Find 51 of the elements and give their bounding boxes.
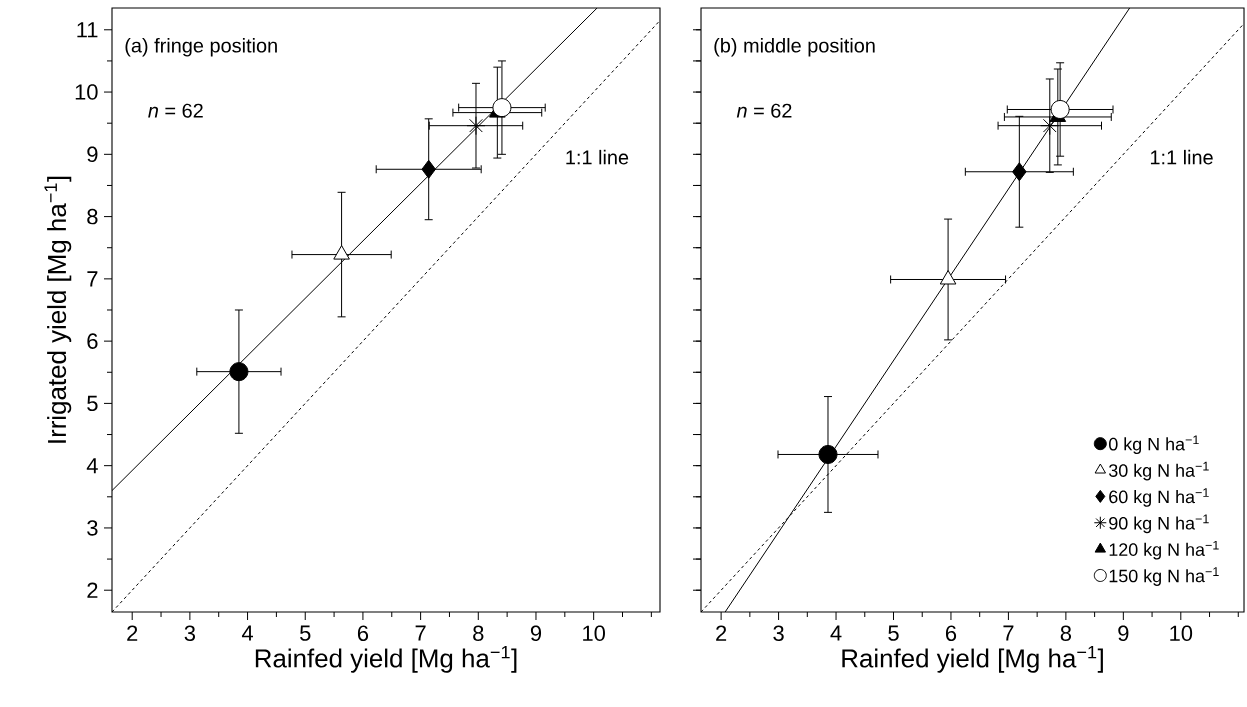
legend-label: 60 kg N ha$^{−1}$ <box>1109 488 1209 507</box>
y-tick-label: 4 <box>86 458 98 474</box>
legend-label: 150 kg N ha$^{−1}$ <box>1109 567 1219 586</box>
legend-label: 90 kg N ha$^{−1}$ <box>1109 514 1209 534</box>
annotation: 1:1 line <box>1150 149 1213 165</box>
point <box>818 444 838 464</box>
x-tick-label: 8 <box>1060 625 1072 642</box>
x-tick-label: 5 <box>300 625 311 641</box>
x-tick-label: 7 <box>1003 625 1014 641</box>
y-tick-label: 11 <box>77 22 98 38</box>
annotation: n = 62 <box>736 103 792 118</box>
y-tick-label: 9 <box>87 146 98 163</box>
y-tick-label: 10 <box>75 84 98 100</box>
x-tick-label: 7 <box>415 625 426 641</box>
point <box>1050 99 1070 119</box>
x-tick-label: 9 <box>530 625 542 642</box>
x-tick-label: 4 <box>830 625 842 641</box>
point <box>1012 162 1027 182</box>
x-tick-label: 10 <box>583 625 605 642</box>
legend-label: 0 kg N ha$^{−1}$ <box>1109 435 1199 455</box>
x-tick-label: 8 <box>473 625 484 642</box>
legend-label: 120 kg N ha$^{−1}$ <box>1109 540 1219 560</box>
annotation: n = 62 <box>148 103 203 118</box>
y-tick-label: 5 <box>87 395 98 412</box>
x-axis-title: Rainfed yield [Mg ha$^{−1}$] <box>842 645 1103 673</box>
x-tick-label: 4 <box>241 625 254 641</box>
point <box>466 116 486 136</box>
x-tick-label: 6 <box>357 625 369 642</box>
x-tick-label: 2 <box>716 625 727 641</box>
annotation: 1:1 line <box>566 149 629 165</box>
x-tick-label: 3 <box>184 625 196 642</box>
point <box>229 362 249 382</box>
legend-label: 30 kg N ha$^{−1}$ <box>1108 461 1209 481</box>
x-tick-label: 5 <box>888 625 899 641</box>
x-axis-title: Rainfed yield [Mg ha$^{−1}$] <box>255 645 517 673</box>
x-tick-label: 10 <box>1170 625 1193 642</box>
x-tick-label: 2 <box>127 625 138 641</box>
y-tick-label: 2 <box>87 582 98 598</box>
x-tick-label: 9 <box>1118 625 1129 642</box>
y-axis-title: Irrigated yield [Mg ha$^{−1}$] <box>44 176 72 443</box>
point <box>1040 116 1060 136</box>
y-tick-label: 8 <box>87 208 98 225</box>
y-tick-label: 7 <box>87 271 98 287</box>
text: (b) middle position <box>714 37 875 57</box>
point <box>492 98 512 118</box>
y-tick-label: 3 <box>87 520 98 536</box>
point <box>421 159 436 179</box>
y-tick-label: 6 <box>87 333 98 349</box>
text: (a) fringe position <box>125 37 277 57</box>
x-tick-label: 3 <box>773 625 784 642</box>
x-tick-label: 6 <box>945 625 957 642</box>
